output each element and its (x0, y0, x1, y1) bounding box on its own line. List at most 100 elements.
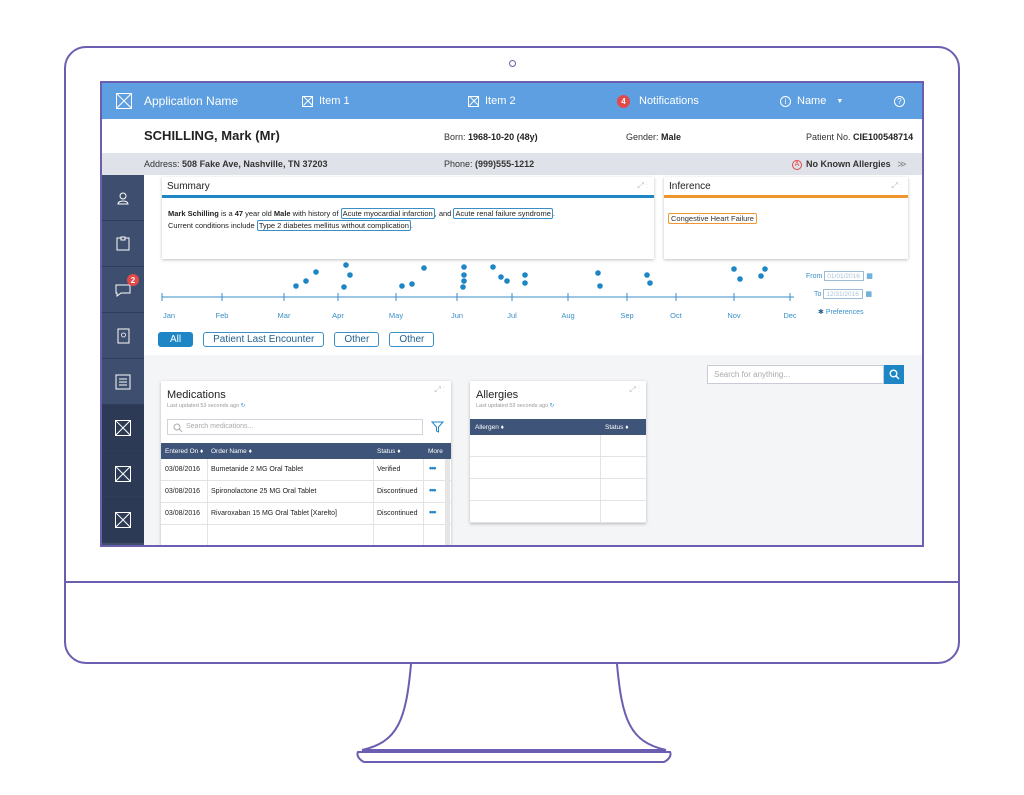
column-entered-on[interactable]: Entered On ♦ (165, 447, 204, 455)
from-date-input[interactable]: 01/01/2016 (824, 271, 865, 281)
inference-tag[interactable]: Congestive Heart Failure (668, 208, 757, 226)
app-logo-button[interactable]: Application Name (116, 83, 238, 119)
sidebar-item-list[interactable] (102, 359, 144, 405)
timeline-event-dot[interactable] (762, 266, 768, 272)
timeline-event-dot[interactable] (303, 278, 309, 284)
row-more-icon[interactable]: ••• (429, 463, 437, 473)
refresh-icon[interactable]: ↻ (549, 403, 555, 409)
messages-count-badge: 2 (127, 274, 139, 286)
to-date-input[interactable]: 12/31/2016 (823, 289, 864, 299)
allergies-updated: Last updated 53 seconds ago ↻ (476, 403, 554, 409)
preferences-link[interactable]: ✱ Preferences (818, 308, 864, 316)
more-vertical-icon[interactable]: ⋮ (443, 385, 445, 394)
timeline-event-dot[interactable] (504, 278, 510, 284)
sidebar-item-documents[interactable] (102, 221, 144, 267)
global-search-input[interactable]: Search for anything... (707, 365, 884, 384)
contacts-icon (117, 328, 130, 343)
placeholder-logo-icon (116, 93, 132, 109)
expand-icon[interactable]: ⤢ (891, 181, 898, 190)
calendar-icon[interactable]: ▦ (865, 290, 872, 298)
cell-date: 03/08/2016 (165, 488, 201, 495)
medications-card: Medications Last updated 53 seconds ago … (161, 381, 451, 545)
table-row[interactable] (470, 479, 646, 501)
expand-icon[interactable]: ⤢ (434, 385, 441, 394)
search-button[interactable] (884, 365, 904, 384)
user-menu[interactable]: i Name ▼ (780, 83, 843, 119)
timeline-event-dot[interactable] (644, 272, 650, 278)
timeline-event-dot[interactable] (343, 262, 349, 268)
timeline-event-dot[interactable] (421, 265, 427, 271)
expand-icon[interactable]: ⤢ (637, 181, 644, 190)
row-more-icon[interactable]: ••• (429, 507, 437, 517)
timeline-event-dot[interactable] (341, 284, 347, 290)
card-actions[interactable]: ⤢ ⋮ (629, 385, 640, 395)
sidebar-item-contacts[interactable] (102, 313, 144, 359)
allergy-status[interactable]: A No Known Allergies ≫ (792, 159, 907, 170)
column-order-name[interactable]: Order Name ♦ (211, 447, 252, 455)
user-name: Name (797, 95, 827, 107)
column-status[interactable]: Status ♦ (605, 423, 629, 431)
filter-icon[interactable] (431, 421, 444, 433)
phone-label: Phone: (444, 159, 473, 169)
timeline-event-dot[interactable] (460, 284, 466, 290)
timeline-event-dot[interactable] (595, 270, 601, 276)
filter-all-button[interactable]: All (158, 332, 194, 347)
timeline-event-dot[interactable] (409, 281, 415, 287)
timeline-event-dot[interactable] (461, 264, 467, 270)
timeline-event-dot[interactable] (293, 283, 299, 289)
card-actions[interactable]: ⤢ ⋮ (434, 385, 445, 395)
more-vertical-icon[interactable]: ⋮ (638, 385, 640, 394)
table-row[interactable] (470, 435, 646, 457)
table-row[interactable]: 03/08/2016 Spironolactone 25 MG Oral Tab… (161, 481, 451, 503)
timeline-event-dot[interactable] (461, 272, 467, 278)
column-allergen[interactable]: Allergen ♦ (475, 423, 504, 431)
sidebar-item-placeholder-2[interactable] (102, 451, 144, 497)
table-row[interactable]: 03/08/2016 Rivaroxaban 15 MG Oral Tablet… (161, 503, 451, 525)
timeline-event-dot[interactable] (498, 274, 504, 280)
card-actions[interactable]: ⤢ ⋮ (891, 181, 902, 191)
row-more-icon[interactable]: ••• (429, 485, 437, 495)
patient-phone: Phone: (999)555-1212 (444, 159, 534, 169)
refresh-icon[interactable]: ↻ (240, 403, 246, 409)
timeline-event-dot[interactable] (737, 276, 743, 282)
timeline-event-dot[interactable] (758, 273, 764, 279)
filter-last-encounter-button[interactable]: Patient Last Encounter (203, 332, 325, 347)
filter-other-button[interactable]: Other (389, 332, 435, 347)
nav-item-1[interactable]: Item 1 (302, 83, 350, 119)
sidebar-item-messages[interactable]: 2 (102, 267, 144, 313)
condition-tag[interactable]: Acute myocardial infarction (340, 208, 435, 219)
timeline-event-dot[interactable] (461, 278, 467, 284)
card-actions[interactable]: ⤢ ⋮ (637, 181, 648, 191)
timeline-event-dot[interactable] (399, 283, 405, 289)
timeline-event-dot[interactable] (597, 283, 603, 289)
more-vertical-icon[interactable]: ⋮ (646, 181, 648, 190)
table-row[interactable]: 03/08/2016 Bumetanide 2 MG Oral Tablet V… (161, 459, 451, 481)
notifications-button[interactable]: 4 Notifications (617, 83, 699, 119)
timeline-event-dot[interactable] (522, 272, 528, 278)
table-row[interactable] (470, 501, 646, 523)
timeline-event-dot[interactable] (490, 264, 496, 270)
more-vertical-icon[interactable]: ⋮ (900, 181, 902, 190)
help-button[interactable]: ? (894, 83, 905, 119)
sidebar-item-profile[interactable] (102, 175, 144, 221)
nav-item-2[interactable]: Item 2 (468, 83, 516, 119)
timeline-event-dot[interactable] (731, 266, 737, 272)
condition-tag[interactable]: Type 2 diabetes mellitus without complic… (256, 220, 411, 231)
filter-other-button[interactable]: Other (334, 332, 380, 347)
condition-tag[interactable]: Acute renal failure syndrome (453, 208, 553, 219)
timeline-event-dot[interactable] (522, 280, 528, 286)
medications-updated: Last updated 53 seconds ago ↻ (167, 403, 245, 409)
sidebar-item-placeholder-1[interactable] (102, 405, 144, 451)
timeline-event-dot[interactable] (347, 272, 353, 278)
expand-icon[interactable]: ⤢ (629, 385, 636, 394)
scrollbar[interactable] (445, 459, 450, 545)
column-status[interactable]: Status ♦ (377, 447, 401, 455)
sidebar-item-placeholder-3[interactable] (102, 497, 144, 543)
medications-search-input[interactable]: Search medications... (167, 419, 423, 435)
calendar-icon[interactable]: ▦ (866, 272, 873, 280)
timeline-event-dot[interactable] (647, 280, 653, 286)
table-row[interactable] (470, 457, 646, 479)
timeline-event-dot[interactable] (313, 269, 319, 275)
column-divider (423, 459, 424, 545)
